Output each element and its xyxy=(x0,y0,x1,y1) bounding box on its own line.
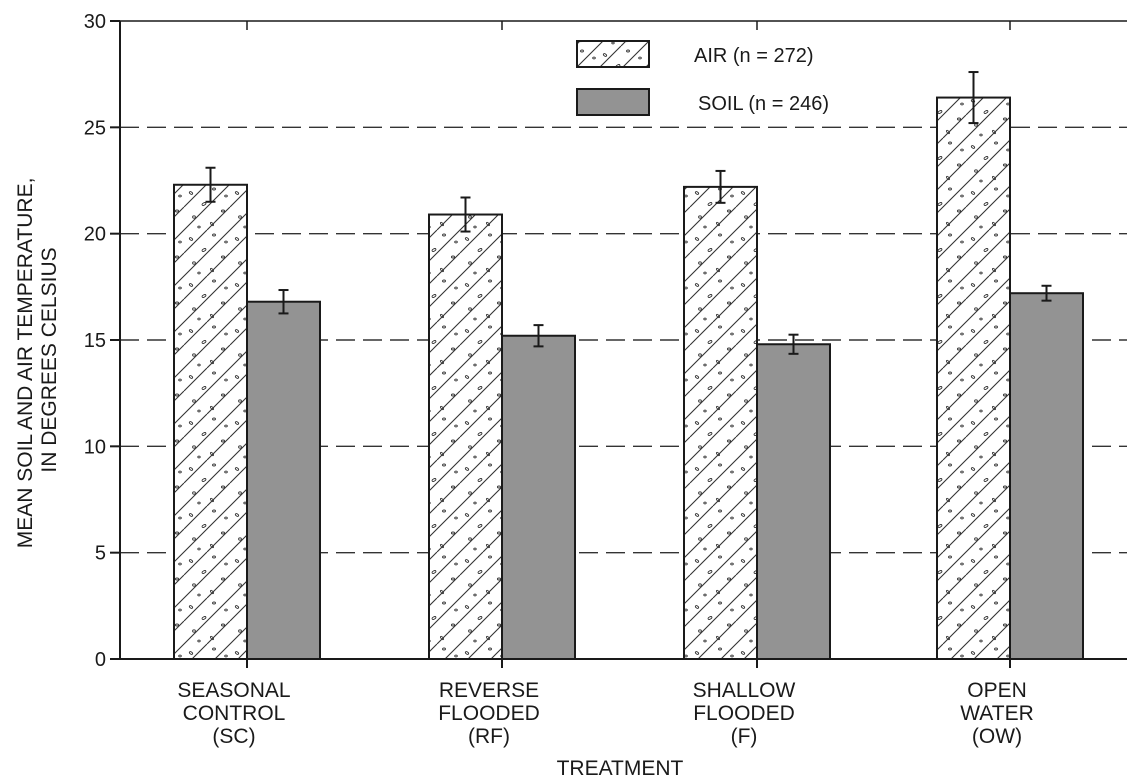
bar-soil-2 xyxy=(756,343,831,660)
y-tick-label-25: 25 xyxy=(84,117,106,139)
category-label-line: WATER xyxy=(960,702,1034,725)
category-label-line: (RF) xyxy=(468,725,510,748)
category-label-3: OPEN WATER (OW) xyxy=(960,679,1034,748)
category-label-2: SHALLOW FLOODED (F) xyxy=(693,679,796,748)
y-tick-label-15: 15 xyxy=(84,330,106,352)
bar-soil-3 xyxy=(1009,292,1084,660)
x-axis-title: TREATMENT xyxy=(557,757,684,778)
bar-soil-1 xyxy=(501,334,576,660)
bar-air-0 xyxy=(173,183,248,660)
axes xyxy=(110,20,1127,668)
bars xyxy=(173,71,1084,660)
category-label-line: FLOODED xyxy=(438,702,540,725)
y-tick-label-10: 10 xyxy=(84,436,106,458)
y-tick-label-5: 5 xyxy=(95,543,106,565)
legend-label-air: AIR (n = 272) xyxy=(694,45,814,67)
bar-air-2 xyxy=(683,185,758,660)
category-label-1: REVERSE FLOODED (RF) xyxy=(438,679,540,748)
y-tick-label-0: 0 xyxy=(95,649,106,671)
category-label-line: REVERSE xyxy=(439,679,539,702)
legend-swatch-soil xyxy=(576,88,650,116)
y-axis-title-line-1: MEAN SOIL AND AIR TEMPERATURE, xyxy=(14,178,37,549)
legend-swatch-air xyxy=(576,40,650,68)
category-label-line: (OW) xyxy=(972,725,1022,748)
y-axis-title: MEAN SOIL AND AIR TEMPERATURE, IN DEGREE… xyxy=(14,172,61,549)
category-label-line: OPEN xyxy=(967,679,1027,702)
legend-label-soil: SOIL (n = 246) xyxy=(698,93,829,115)
category-label-line: CONTROL xyxy=(183,702,286,725)
y-tick-label-30: 30 xyxy=(84,11,106,33)
y-axis-title-line-2: IN DEGREES CELSIUS xyxy=(38,247,61,472)
bar-soil-0 xyxy=(246,300,321,660)
category-label-line: SEASONAL xyxy=(177,679,290,702)
category-label-line: FLOODED xyxy=(693,702,795,725)
bar-air-3 xyxy=(936,96,1011,660)
category-label-line: (F) xyxy=(731,725,758,748)
category-label-0: SEASONAL CONTROL (SC) xyxy=(177,679,290,748)
legend: AIR (n = 272) SOIL (n = 246) xyxy=(576,40,829,116)
bar-air-1 xyxy=(428,213,503,660)
y-tick-label-20: 20 xyxy=(84,224,106,246)
category-label-line: SHALLOW xyxy=(693,679,796,702)
category-label-line: (SC) xyxy=(212,725,255,748)
